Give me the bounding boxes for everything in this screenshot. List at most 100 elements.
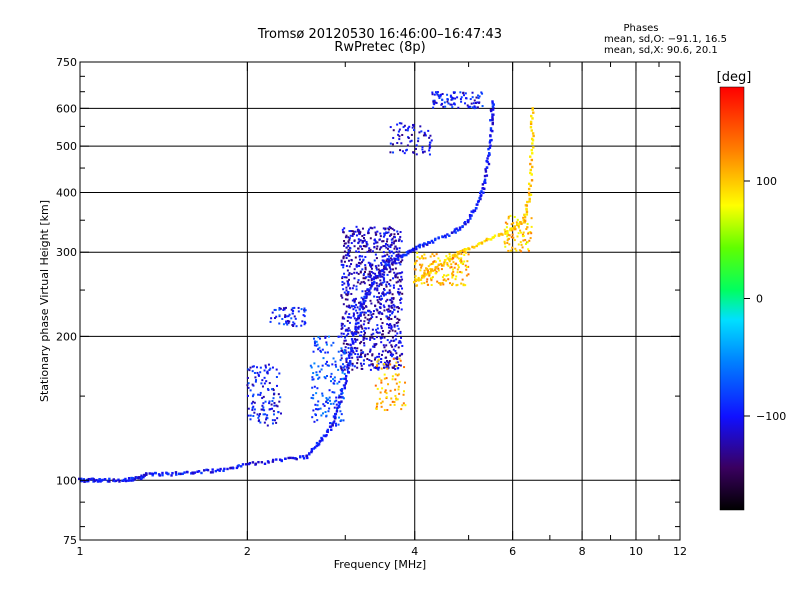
echo-speck bbox=[389, 151, 392, 154]
echo-speck bbox=[404, 404, 407, 407]
echo-speck bbox=[378, 269, 381, 272]
echo-speck bbox=[390, 241, 393, 244]
echo-speck bbox=[343, 276, 346, 279]
echo-speck bbox=[401, 259, 404, 262]
echo-speck bbox=[357, 229, 360, 232]
echo-speck bbox=[435, 101, 438, 104]
trace-point-O bbox=[330, 428, 333, 431]
trace-point-O bbox=[437, 236, 440, 239]
echo-speck bbox=[416, 252, 419, 255]
trace-point-O bbox=[193, 471, 197, 474]
echo-speck bbox=[321, 348, 324, 351]
echo-speck bbox=[422, 257, 425, 260]
echo-speck bbox=[285, 322, 288, 325]
trace-point-O bbox=[350, 353, 353, 356]
echo-speck bbox=[372, 332, 375, 335]
echo-speck bbox=[345, 289, 348, 292]
echo-speck bbox=[376, 387, 379, 390]
trace-point-X bbox=[525, 210, 529, 214]
trace-point-O bbox=[364, 292, 368, 295]
echo-speck bbox=[389, 244, 392, 247]
echo-speck bbox=[437, 269, 440, 272]
echo-speck bbox=[373, 295, 376, 298]
echo-speck bbox=[353, 317, 356, 320]
echo-speck bbox=[507, 217, 510, 220]
echo-speck bbox=[429, 134, 432, 137]
echo-speck bbox=[313, 342, 316, 345]
echo-speck bbox=[446, 98, 449, 101]
echo-speck bbox=[341, 326, 344, 329]
echo-speck bbox=[394, 262, 397, 265]
echo-speck bbox=[363, 307, 366, 310]
echo-speck bbox=[275, 315, 278, 318]
trace-point-X bbox=[422, 274, 425, 277]
echo-speck bbox=[329, 402, 332, 405]
echo-speck bbox=[382, 304, 385, 307]
echo-speck bbox=[360, 355, 363, 358]
echo-speck bbox=[368, 247, 371, 250]
trace-point-O bbox=[359, 311, 362, 315]
y-tick-label: 500 bbox=[56, 140, 77, 153]
echo-speck bbox=[398, 278, 401, 281]
echo-speck bbox=[391, 400, 394, 403]
trace-point-X bbox=[485, 237, 489, 241]
echo-speck bbox=[348, 254, 351, 257]
echo-speck bbox=[389, 403, 392, 406]
echo-speck bbox=[460, 96, 463, 99]
echo-speck bbox=[340, 263, 343, 266]
trace-point-O bbox=[489, 134, 492, 137]
trace-point-O bbox=[477, 199, 480, 203]
trace-point-O bbox=[122, 478, 126, 482]
echo-speck bbox=[370, 279, 373, 282]
echo-speck bbox=[351, 368, 354, 371]
echo-speck bbox=[386, 240, 389, 243]
echo-speck bbox=[449, 103, 452, 106]
echo-speck bbox=[460, 282, 463, 285]
echo-speck bbox=[389, 314, 392, 317]
trace-point-O bbox=[211, 471, 214, 474]
echo-speck bbox=[342, 256, 345, 259]
trace-point-O bbox=[80, 479, 84, 483]
echo-speck bbox=[378, 311, 381, 314]
echo-speck bbox=[435, 92, 438, 95]
echo-speck bbox=[376, 324, 379, 327]
echo-speck bbox=[399, 332, 402, 335]
echo-speck bbox=[343, 317, 346, 320]
trace-point-X bbox=[529, 126, 533, 129]
echo-speck bbox=[388, 255, 391, 258]
echo-speck bbox=[369, 311, 372, 314]
echo-speck bbox=[284, 316, 287, 319]
echo-speck bbox=[378, 355, 381, 358]
echo-speck bbox=[268, 368, 271, 371]
echo-speck bbox=[527, 232, 530, 235]
echo-speck bbox=[451, 276, 454, 279]
echo-speck bbox=[380, 325, 383, 328]
echo-speck bbox=[364, 331, 367, 334]
echo-speck bbox=[399, 231, 402, 234]
trace-point-O bbox=[398, 254, 402, 257]
echo-speck bbox=[396, 310, 399, 313]
echo-speck bbox=[352, 313, 355, 316]
trace-point-O bbox=[291, 456, 295, 460]
echo-speck bbox=[335, 424, 338, 427]
echo-speck bbox=[343, 349, 346, 352]
echo-speck bbox=[278, 307, 281, 310]
trace-point-X bbox=[478, 241, 481, 245]
echo-speck bbox=[270, 317, 273, 320]
echo-speck bbox=[339, 410, 342, 413]
echo-speck bbox=[303, 323, 306, 326]
echo-speck bbox=[342, 263, 345, 266]
echo-speck bbox=[251, 395, 254, 398]
trace-point-X bbox=[455, 254, 458, 257]
trace-point-O bbox=[396, 255, 400, 258]
trace-point-O bbox=[357, 316, 361, 320]
echo-speck bbox=[376, 276, 379, 279]
echo-speck bbox=[390, 397, 393, 400]
echo-speck bbox=[388, 305, 391, 308]
echo-speck bbox=[265, 418, 268, 421]
trace-point-O bbox=[337, 401, 341, 404]
trace-point-O bbox=[487, 147, 490, 151]
trace-point-X bbox=[504, 232, 507, 235]
echo-speck bbox=[445, 279, 448, 282]
trace-point-O bbox=[361, 298, 365, 301]
